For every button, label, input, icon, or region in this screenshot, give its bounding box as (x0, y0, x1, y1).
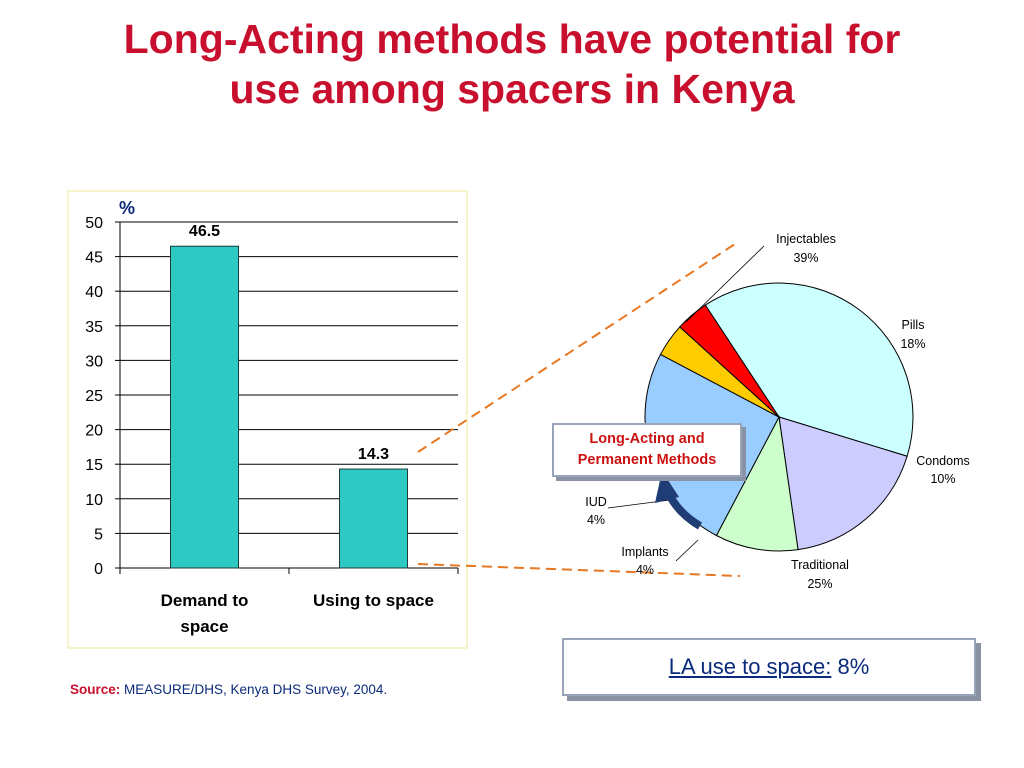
la-use-summary: LA use to space: 8% (562, 638, 976, 696)
la-use-label: LA use to space: (668, 654, 832, 679)
y-tick-label: 0 (94, 561, 103, 578)
pie-leader-line (675, 539, 699, 562)
pie-slice-percent: 4% (636, 563, 654, 577)
y-tick-label: 25 (85, 388, 103, 405)
y-unit-label: % (119, 198, 135, 218)
pie-slice-name: IUD (585, 495, 607, 509)
la-arrow (655, 471, 703, 530)
y-tick-label: 20 (85, 423, 103, 440)
slide-title: Long-Acting methods have potential for u… (0, 14, 1024, 114)
title-line-2: use among spacers in Kenya (229, 66, 795, 112)
y-tick-label: 5 (94, 526, 103, 543)
pie-slice-name: Condoms (916, 454, 970, 468)
y-tick-label: 15 (85, 457, 103, 474)
y-tick-label: 30 (85, 353, 103, 370)
la-methods-callout: Long-Acting and Permanent Methods (552, 423, 742, 477)
bar-chart-frame (67, 190, 468, 649)
source-note: Source: MEASURE/DHS, Kenya DHS Survey, 2… (70, 682, 387, 697)
pie-slice-name: Injectables (776, 232, 836, 246)
title-line-1: Long-Acting methods have potential for (123, 16, 901, 62)
x-category-label: space (180, 617, 228, 636)
pie-slice-percent: 25% (807, 577, 832, 591)
pie-slice-percent: 39% (793, 251, 818, 265)
pie-slice-name: Implants (621, 545, 668, 559)
y-tick-label: 50 (85, 215, 103, 232)
bar (339, 468, 408, 569)
x-category-label: Demand to (161, 591, 249, 610)
pie-slice-name: Pills (902, 318, 925, 332)
pie-slice-percent: 4% (587, 513, 605, 527)
y-tick-label: 45 (85, 250, 103, 267)
pie-chart: Injectables 39% Pills 18% Condoms 10% Traditio… (585, 232, 970, 591)
connector-lines (417, 241, 741, 577)
pie-slice (778, 416, 908, 551)
pie-slice (679, 304, 780, 418)
x-category-label: Using to space (313, 591, 434, 610)
connector-lower (417, 563, 741, 577)
source-text: MEASURE/DHS, Kenya DHS Survey, 2004. (124, 682, 388, 697)
pie-leader-line (685, 245, 765, 323)
pie-slice (715, 415, 799, 552)
la-use-value: 8% (837, 654, 870, 679)
la-callout-line-2: Permanent Methods (577, 452, 717, 468)
pie-slice-percent: 18% (900, 337, 925, 351)
bar-data-label: 46.5 (189, 223, 220, 240)
arrow-head (655, 471, 679, 503)
la-callout-line-1: Long-Acting and (589, 431, 705, 447)
y-tick-label: 35 (85, 319, 103, 336)
pie-slice-percent: 10% (930, 472, 955, 486)
bar-data-label: 14.3 (358, 446, 389, 463)
bar-chart: 0 5 10 15 20 25 30 35 40 45 50% 46.5 Demand to space 1… (67, 190, 468, 649)
pie-slice (704, 282, 914, 457)
y-tick-label: 10 (85, 492, 103, 509)
source-label: Source: (70, 682, 121, 697)
bar (170, 245, 239, 569)
y-tick-label: 40 (85, 284, 103, 301)
pie-slice-name: Traditional (791, 558, 849, 572)
